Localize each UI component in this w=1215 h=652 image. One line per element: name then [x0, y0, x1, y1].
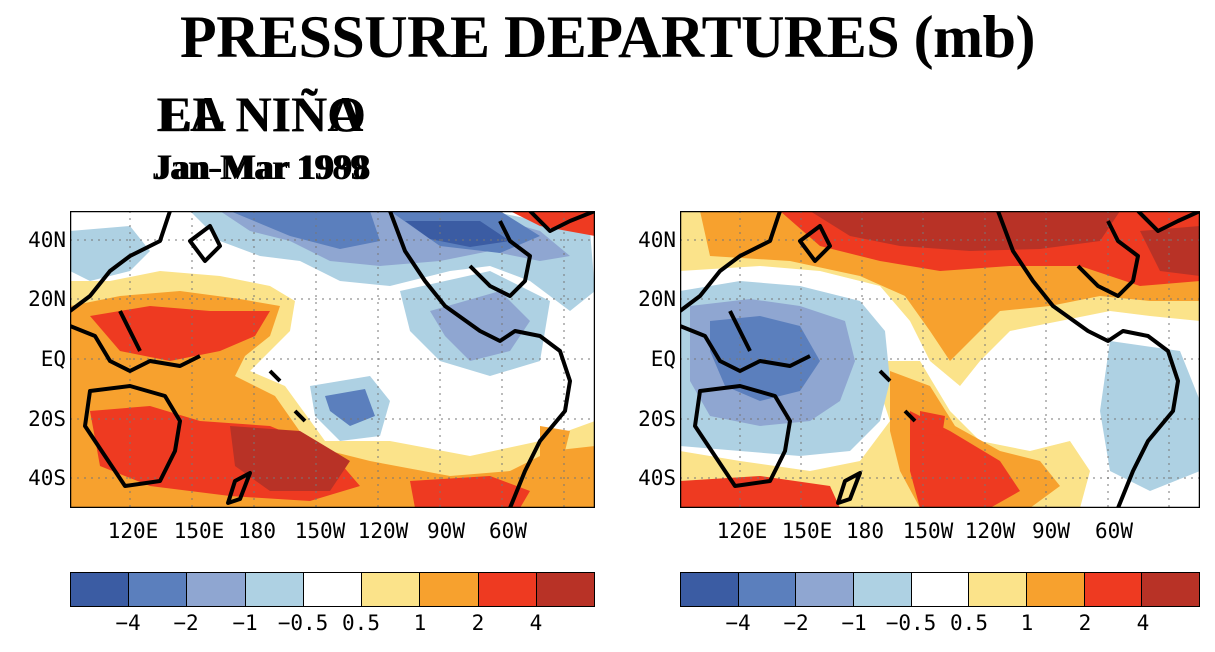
lat-label: EQ [650, 347, 676, 371]
colorbar-swatch [536, 573, 594, 606]
colorbar-label: −2 [783, 611, 809, 635]
colorbar-label: −0.5 [277, 611, 329, 635]
colorbar-swatch [911, 573, 970, 606]
pos-anomaly-region [810, 211, 1120, 251]
la-nina-map-canvas [680, 211, 1200, 508]
lat-label: 40N [28, 228, 66, 252]
colorbar-swatch [478, 573, 537, 606]
el-nino-period: Jan-Mar 1998 [154, 147, 371, 187]
neg-anomaly-region [325, 389, 375, 426]
coastline [70, 211, 595, 508]
pos-anomaly-region [540, 426, 570, 471]
colorbar-swatch [245, 573, 304, 606]
lat-label: 20S [28, 407, 66, 431]
lon-label: 120W [964, 519, 1016, 543]
colorbar-label: 4 [1136, 611, 1150, 635]
colorbar-label: 0.5 [342, 611, 380, 635]
colorbar-swatch [738, 573, 797, 606]
colorbar-swatch [854, 573, 912, 606]
lon-label: 120E [716, 519, 768, 543]
lat-label: 40S [638, 466, 676, 490]
neg-anomaly-region [430, 291, 530, 361]
colorbar-label: 0.5 [950, 611, 988, 635]
la-nina-colorbar [680, 572, 1200, 607]
colorbar-label: 2 [471, 611, 485, 635]
colorbar-swatch [796, 573, 855, 606]
colorbar-swatch [1142, 573, 1200, 606]
colorbar-label: −4 [115, 611, 141, 635]
colorbar-swatch [420, 573, 479, 606]
pos-anomaly-region [90, 306, 270, 361]
colorbar-label: 4 [529, 611, 543, 635]
lon-label: 150E [173, 519, 225, 543]
page-title: PRESSURE DEPARTURES (mb) [180, 4, 1035, 70]
la-nina-period: Jan-Mar 1989 [151, 147, 369, 187]
colorbar-label: −1 [232, 611, 258, 635]
el-nino-colorbar [70, 572, 595, 607]
la-nina-map [680, 211, 1200, 508]
lon-label: 150E [781, 519, 833, 543]
neg-anomaly-region [1100, 341, 1200, 491]
colorbar-label: −1 [841, 611, 867, 635]
lon-label: 180 [846, 519, 884, 543]
neg-anomaly-region [230, 211, 380, 249]
lon-label: 60W [1095, 519, 1133, 543]
lat-label: 20S [638, 407, 676, 431]
colorbar-swatch [681, 573, 739, 606]
pos-anomaly-region [510, 211, 595, 236]
colorbar-label: −0.5 [885, 611, 937, 635]
colorbar-swatch [303, 573, 363, 606]
colorbar-label: −2 [173, 611, 199, 635]
pos-anomaly-region [230, 426, 350, 491]
la-nina-title: LA NIÑA [156, 86, 364, 142]
colorbar-label: 1 [1020, 611, 1034, 635]
colorbar-swatch [71, 573, 130, 606]
lat-label: 20N [28, 287, 66, 311]
el-nino-map-canvas [70, 211, 595, 508]
colorbar-swatch [362, 573, 421, 606]
colorbar-label: −4 [725, 611, 751, 635]
lon-label: 90W [427, 519, 465, 543]
coastline [680, 211, 1200, 508]
colorbar-swatch [187, 573, 246, 606]
lat-label: 40N [638, 228, 676, 252]
el-nino-title: EL NIÑO [158, 86, 366, 142]
colorbar-swatch [969, 573, 1028, 606]
pos-anomaly-region [920, 411, 945, 436]
lon-label: 60W [489, 519, 527, 543]
colorbar-swatch [1084, 573, 1143, 606]
lat-label: EQ [40, 347, 66, 371]
colorbar-label: 1 [413, 611, 427, 635]
lon-label: 150W [294, 519, 346, 543]
lon-label: 120W [357, 519, 409, 543]
lon-label: 150W [902, 519, 954, 543]
el-nino-map [70, 211, 595, 508]
pos-anomaly-region [680, 476, 840, 508]
lon-label: 120E [107, 519, 159, 543]
lon-label: 180 [238, 519, 276, 543]
lat-label: 40S [28, 466, 66, 490]
colorbar-swatch [129, 573, 188, 606]
colorbar-swatch [1027, 573, 1085, 606]
lon-label: 90W [1032, 519, 1070, 543]
lat-label: 20N [638, 287, 676, 311]
colorbar-label: 2 [1078, 611, 1092, 635]
pos-anomaly-region [1140, 226, 1200, 276]
